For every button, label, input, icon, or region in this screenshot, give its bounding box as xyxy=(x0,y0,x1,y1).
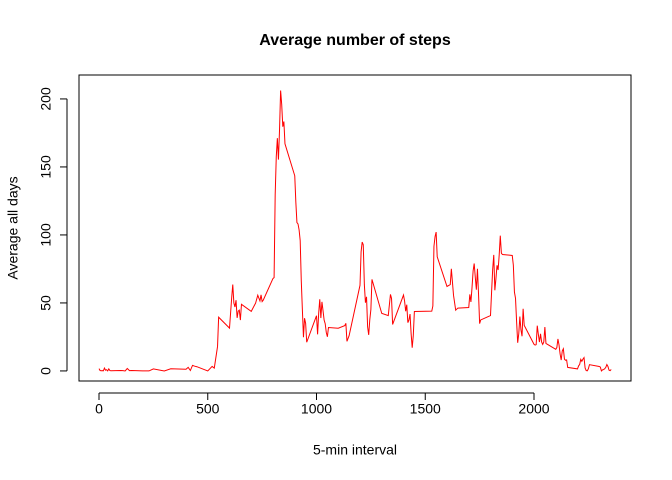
y-tick-label: 200 xyxy=(38,87,54,111)
chart-title: Average number of steps xyxy=(259,32,451,49)
x-tick-label: 0 xyxy=(95,401,103,417)
x-tick-label: 2000 xyxy=(518,401,549,417)
x-axis-label: 5-min interval xyxy=(313,442,397,458)
y-tick-label: 100 xyxy=(38,223,54,247)
plot-frame xyxy=(78,74,632,382)
y-axis-label: Average all days xyxy=(5,176,21,279)
y-tick-label: 50 xyxy=(38,295,54,311)
x-tick-label: 500 xyxy=(196,401,220,417)
y-tick-label: 150 xyxy=(38,155,54,179)
x-tick-label: 1500 xyxy=(410,401,441,417)
x-tick-label: 1000 xyxy=(301,401,332,417)
y-tick-label: 0 xyxy=(38,367,54,375)
data-line xyxy=(98,90,612,372)
